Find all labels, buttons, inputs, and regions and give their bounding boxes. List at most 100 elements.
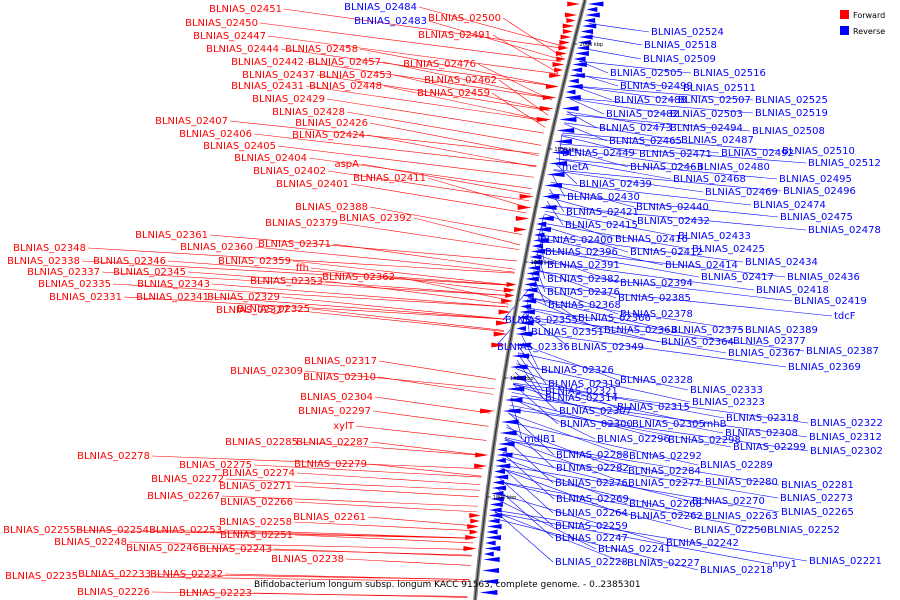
leader-line [332,243,516,270]
forward-gene-arrow [536,117,552,122]
reverse-gene-arrow [527,265,541,271]
gene-label-reverse: BLNIAS_02349 [571,342,644,353]
leader-line [396,276,510,301]
reverse-gene-arrow [494,463,511,469]
leader-line [570,97,754,114]
leader-line [506,427,627,472]
leader-line [326,98,545,134]
gene-label-reverse: BLNIAS_02280 [705,477,778,488]
leader-line [537,248,786,278]
leader-line [575,74,682,89]
leader-line [511,395,808,438]
leader-line [500,464,780,513]
gene-label-forward: BLNIAS_02272 [151,474,224,485]
gene-label-forward: BLNIAS_02453 [319,70,392,81]
gene-label-reverse: BLNIAS_02364 [661,337,734,348]
gene-label-forward: BLNIAS_02447 [193,31,266,42]
leader-line [588,23,650,33]
leader-line [569,98,605,115]
leader-line [223,529,474,539]
gene-label-reverse: BLNIAS_02507 [678,95,751,106]
leader-line [210,296,507,320]
gene-label-reverse: BLNIAS_02525 [755,95,828,106]
reverse-gene-arrow [483,557,500,562]
gene-label-reverse: BLNIAS_02468 [673,174,746,185]
gene-label-forward: BLNIAS_02371 [258,239,331,250]
gene-label-forward: BLNIAS_02459 [417,88,490,99]
gene-label-forward: BLNIAS_02297 [298,406,371,417]
gene-label-forward: BLNIAS_02251 [220,530,293,541]
leader-line [494,511,626,564]
leader-line [418,6,565,47]
leader-line [501,457,628,505]
gene-label-reverse: BLNIAS_02369 [788,362,861,373]
gene-label-forward: BLNIAS_02491 [418,30,491,41]
genome-caption: Bifidobacterium longum subsp. longum KAC… [254,580,641,590]
leader-line [293,521,475,531]
reverse-gene-arrow [546,172,565,177]
forward-gene-arrow [463,546,477,551]
reverse-gene-arrow [576,45,590,51]
leader-line [502,451,779,499]
gene-label-forward: BLNIAS_02451 [209,4,282,15]
gene-label-reverse: mdlB1 [524,434,556,445]
gene-label-forward: aspA [334,159,359,170]
gene-label-reverse: BLNIAS_02336 [497,342,570,353]
reverse-gene-arrow [484,546,501,551]
leader-line [548,193,779,218]
legend-forward-label: Forward [853,11,885,20]
gene-label-reverse: BLNIAS_02259 [555,521,628,532]
gene-label-forward: BLNIAS_02246 [126,543,199,554]
reverse-gene-arrow [532,238,549,243]
gene-label-forward: BLNIAS_02411 [353,173,426,184]
leader-line [221,495,478,507]
reverse-gene-arrow [483,551,494,557]
leader-line [311,308,505,331]
leader-line [521,331,787,368]
reverse-gene-arrow [497,441,515,447]
forward-gene-arrow [542,95,557,100]
gene-label-reverse: BLNIAS_02425 [692,244,765,255]
leader-line [582,47,642,60]
leader-line [294,501,477,513]
leader-line [359,48,556,87]
leader-line [345,558,471,566]
reverse-gene-arrow [569,73,585,78]
gene-label-forward: BLNIAS_02428 [272,107,345,118]
leader-line [494,510,554,563]
reverse-gene-arrow [485,535,501,540]
leader-line [81,260,513,286]
gene-label-reverse: BLNIAS_02351 [531,327,604,338]
leader-line [556,158,778,180]
forward-gene-arrow [515,216,530,221]
gene-label-forward: xylT [333,421,355,432]
leader-line [382,61,553,99]
gene-label-reverse: BLNIAS_02241 [598,544,671,555]
gene-label-forward: BLNIAS_02275 [179,460,252,471]
gene-label-reverse: BLNIAS_02228 [555,557,628,568]
reverse-gene-arrow [502,408,521,414]
reverse-gene-arrow [519,309,535,315]
reverse-gene-arrow [536,221,547,227]
gene-label-reverse: BLNIAS_02323 [692,397,765,408]
gene-label-reverse: BLNIAS_02414 [665,260,738,271]
leader-line [378,360,496,380]
forward-gene-arrow [552,62,565,67]
gene-label-reverse: BLNIAS_02315 [617,402,690,413]
reverse-gene-arrow [496,452,513,458]
forward-gene-arrow [519,194,534,199]
reverse-gene-arrow [492,480,505,485]
leader-line [360,163,531,195]
leader-line [350,183,527,214]
gene-label-reverse: BLNIAS_02487 [681,135,754,146]
leader-line [294,534,474,544]
leader-line [368,463,482,477]
reverse-gene-arrow [572,62,587,67]
leader-line [513,382,809,424]
leader-line [532,270,793,302]
gene-label-reverse: BLNIAS_02355 [505,315,578,326]
leader-line [502,454,691,502]
reverse-gene-arrow [522,293,534,298]
reverse-gene-arrow [506,386,525,392]
leader-line [428,20,562,61]
